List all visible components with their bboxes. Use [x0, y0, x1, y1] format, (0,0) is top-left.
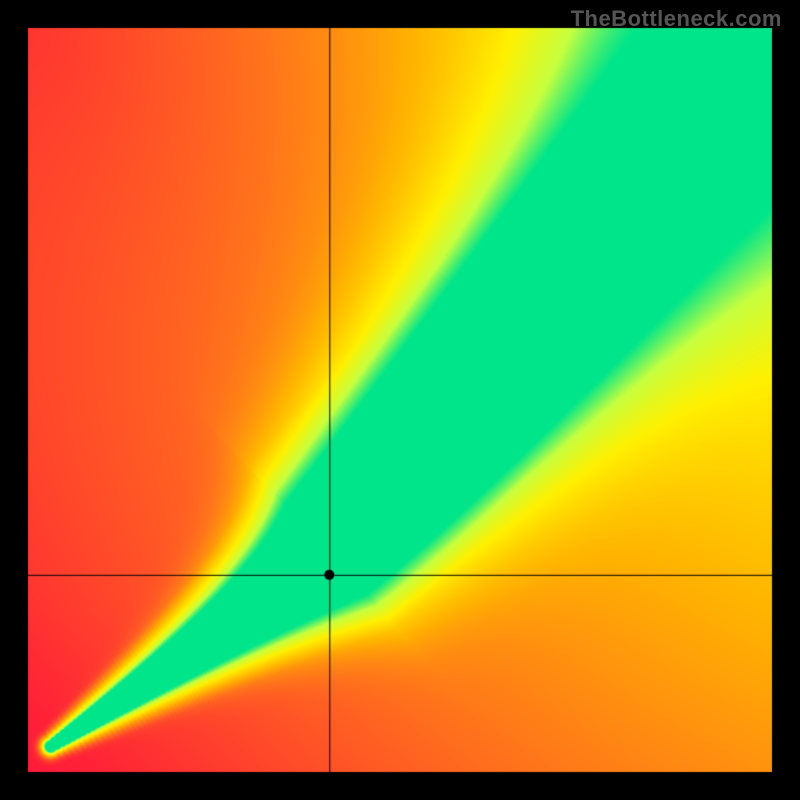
attribution-text: TheBottleneck.com	[571, 6, 782, 32]
heatmap-canvas	[0, 0, 800, 800]
chart-container: TheBottleneck.com	[0, 0, 800, 800]
